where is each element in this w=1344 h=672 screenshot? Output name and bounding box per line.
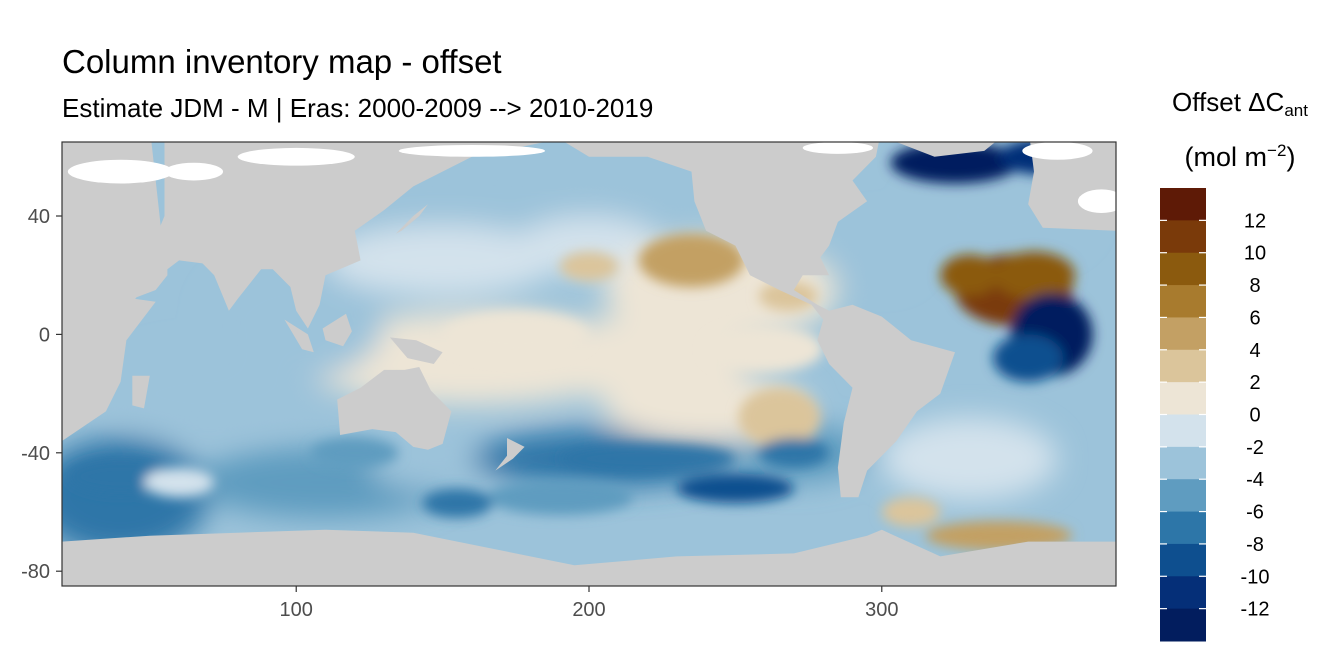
land-europe [1028,142,1116,231]
legend-label: 8 [1249,275,1260,297]
ocean-detail-18 [143,467,215,498]
legend-swatch [1160,446,1206,480]
legend-swatch [1160,382,1206,415]
legend-swatch [1160,576,1206,610]
no-data-patch-0 [67,159,174,184]
ocean-detail-2 [738,387,821,447]
legend-title: Offset ΔCant (mol m−2) [1150,82,1330,177]
ocean-detail-1 [559,251,619,282]
legend-unit-post: ) [1286,142,1296,172]
x-tick-label: 100 [280,599,313,621]
land-australia [337,367,452,450]
land-americas [564,142,955,498]
ocean-detail-22 [706,325,824,373]
legend-title-sub: ant [1284,101,1308,120]
legend-label: 10 [1244,243,1266,265]
ocean-region-13 [881,417,1058,501]
legend-swatch [1160,188,1206,221]
ocean-detail-7 [890,142,1020,184]
land-japan [384,204,428,240]
legend-swatch [1160,479,1206,513]
legend-label: 6 [1249,307,1260,329]
land-borneo [322,313,352,347]
ocean-detail-3 [758,281,818,311]
land-new-zealand [495,438,525,471]
ocean-regions [62,159,1087,557]
legend-swatch [1160,349,1206,383]
land-new-guinea [389,337,443,364]
ocean-region-16 [846,221,917,282]
legend-label: -6 [1246,502,1264,524]
legend-swatch [1160,285,1206,318]
legend-unit-pre: (mol m [1184,142,1268,172]
x-tick-label: 200 [572,599,605,621]
legend-swatch [1160,317,1206,351]
ocean-detail-19 [422,488,493,518]
legend-label: 4 [1249,340,1260,362]
land-madagascar [132,375,150,409]
ocean-detail-20 [310,438,399,468]
land-africa [62,142,165,441]
legend-label: -4 [1246,469,1264,491]
ocean-detail-14 [486,479,633,515]
legend-swatch [1160,220,1206,254]
legend-swatch [1160,252,1206,286]
legend-label: -8 [1246,534,1264,556]
y-axis: 40 0 -40 -80 [21,206,62,583]
y-tick-label: 40 [28,206,50,228]
ocean-detail-11 [676,473,794,504]
ocean-details [67,142,1093,551]
legend-colorbar: 12 10 8 6 4 2 0 -2 -4 -6 -8 -10 -12 [1160,188,1269,642]
no-data-patch-3 [398,144,546,157]
ocean-detail-5 [993,251,1076,299]
land-arabia [120,245,168,299]
land-antarctica [62,529,1116,586]
chart-subtitle: Estimate JDM - M | Eras: 2000-2009 --> 2… [62,93,654,123]
legend-swatch [1160,608,1206,642]
ocean-detail-12 [559,443,736,474]
legend-swatch [1160,543,1206,577]
y-tick-label: 0 [39,324,50,346]
ocean-detail-0 [638,233,745,288]
ocean-detail-6 [940,254,999,296]
ocean-region-2 [208,260,385,379]
legend-label: -12 [1241,599,1270,621]
legend-label: 2 [1249,372,1260,394]
plot-panel [62,142,1116,586]
legend-label: 0 [1249,405,1260,427]
y-tick-label: -80 [21,561,50,583]
legend-title-unit: (mol m−2) [1150,131,1330,177]
land-greenland [896,142,996,157]
chart-title: Column inventory map - offset [62,43,502,80]
legend-swatch [1160,511,1206,545]
ocean-detail-13 [758,438,830,468]
legend-swatch [1160,414,1206,448]
land-asia [149,142,545,329]
legend-title-main: Offset ΔC [1172,87,1285,117]
no-data-patch-6 [1077,189,1116,214]
land-mask [62,142,1116,586]
legend-label: -2 [1246,437,1264,459]
ocean-region-4 [325,224,560,296]
x-axis: 100 200 300 [280,586,898,621]
y-tick-label: -40 [21,443,50,465]
x-tick-label: 300 [865,599,898,621]
ocean-detail-16 [881,497,941,527]
legend-unit-sup: −2 [1267,141,1287,160]
ocean-detail-21 [442,310,589,359]
no-data-patch-1 [164,162,224,181]
ocean-region-15 [105,349,311,438]
no-data-patch-4 [802,142,873,154]
land-sumatra [284,319,314,353]
legend-label: -10 [1241,566,1270,588]
no-data-patch-5 [1022,142,1093,160]
ocean-detail-10 [993,334,1064,382]
no-data-patch-2 [237,147,355,166]
legend-label: 12 [1244,210,1266,232]
